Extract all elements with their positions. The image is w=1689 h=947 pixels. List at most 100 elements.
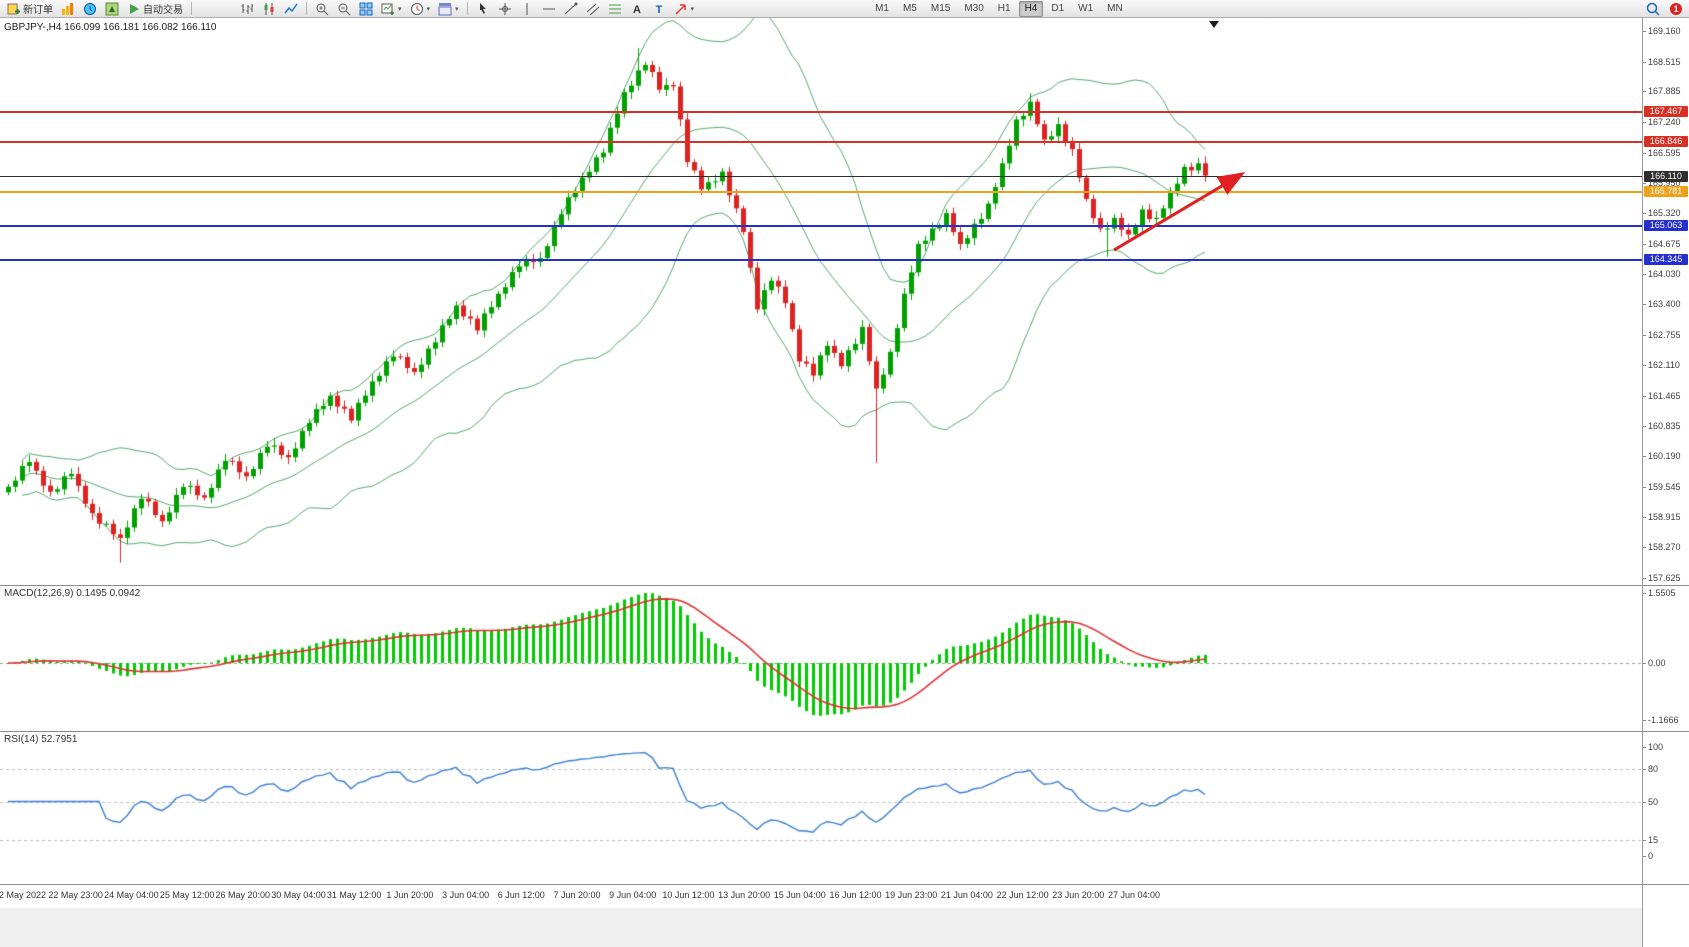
time-axis-label: 31 May 12:00 bbox=[326, 890, 382, 900]
auto-trading-button[interactable]: 自动交易 bbox=[123, 0, 187, 18]
text-tool-button[interactable]: A bbox=[626, 0, 648, 18]
time-axis-label: 13 Jun 20:00 bbox=[718, 890, 771, 900]
timeframe-m30-button[interactable]: M30 bbox=[964, 2, 984, 14]
resistance-line-lower[interactable] bbox=[0, 141, 1642, 143]
time-axis-label: 15 Jun 04:00 bbox=[773, 890, 826, 900]
panel-separator-rsi[interactable] bbox=[0, 731, 1689, 732]
price-axis-label: 168.515 bbox=[1643, 57, 1681, 67]
zoom-out-button[interactable] bbox=[333, 0, 355, 18]
svg-text:T: T bbox=[655, 4, 662, 16]
text-icon: A bbox=[633, 4, 641, 16]
template-icon bbox=[438, 2, 452, 15]
arrows-icon bbox=[675, 3, 686, 15]
arrows-tool-button[interactable]: ▾ bbox=[670, 0, 699, 18]
macd-scale-label: 0.00 bbox=[1643, 658, 1666, 668]
search-button[interactable] bbox=[1642, 0, 1664, 18]
crosshair-icon bbox=[498, 2, 511, 15]
price-axis-label: 162.110 bbox=[1643, 360, 1680, 370]
cursor-tool-button[interactable] bbox=[472, 0, 494, 18]
rsi-scale-label: 50 bbox=[1642, 797, 1659, 807]
time-axis-label: 22 May 23:00 bbox=[48, 890, 103, 900]
panel-separator-macd[interactable] bbox=[0, 585, 1689, 586]
toolbar-separator bbox=[191, 2, 192, 15]
price-axis-label: 167.885 bbox=[1643, 86, 1681, 96]
support-line-lower[interactable] bbox=[0, 259, 1642, 261]
price-tag-165.063: 165.063 bbox=[1644, 220, 1688, 231]
periods-button[interactable]: ▾ bbox=[406, 0, 435, 18]
price-axis-label: 169.160 bbox=[1643, 26, 1681, 36]
time-axis-label: 26 May 20:00 bbox=[215, 890, 271, 900]
crosshair-tool-button[interactable] bbox=[494, 0, 516, 18]
period-icon bbox=[410, 2, 423, 15]
toolbar-group-right: 1 bbox=[1642, 0, 1686, 18]
time-axis-label: 9 Jun 04:00 bbox=[609, 890, 657, 900]
rsi-scale-label: 0 bbox=[1642, 851, 1654, 861]
pivot-line-orange[interactable] bbox=[0, 191, 1642, 193]
time-axis-label: 6 Jun 12:00 bbox=[497, 890, 545, 900]
fibonacci-tool-button[interactable] bbox=[604, 0, 626, 18]
timeframe-w1-button[interactable]: W1 bbox=[1078, 2, 1094, 14]
macd-scale-label: 1.5505 bbox=[1643, 588, 1676, 598]
line-chart-button[interactable] bbox=[280, 0, 302, 18]
price-axis[interactable]: 167.467 166.846 166.110 165.781 165.063 164.3… bbox=[1642, 18, 1689, 947]
navigator-icon bbox=[105, 2, 119, 15]
svg-text:A: A bbox=[633, 4, 641, 16]
vertical-line-tool-button[interactable] bbox=[516, 0, 538, 18]
vertical-line-icon bbox=[526, 2, 528, 15]
timeframe-h1-button[interactable]: H1 bbox=[997, 2, 1011, 14]
candlestick-chart-button[interactable] bbox=[258, 0, 280, 18]
timeframe-mn-button[interactable]: MN bbox=[1107, 2, 1123, 14]
tile-windows-button[interactable] bbox=[355, 0, 377, 18]
new-chart-button[interactable]: ▾ bbox=[377, 0, 406, 18]
time-axis-label: 19 Jun 23:00 bbox=[885, 890, 938, 900]
time-axis-separator bbox=[0, 884, 1689, 885]
price-axis-label: 158.915 bbox=[1643, 512, 1681, 522]
support-line-upper[interactable] bbox=[0, 225, 1642, 227]
toolbar-group-draw: A T ▾ bbox=[472, 0, 699, 18]
bid-price-line[interactable] bbox=[0, 176, 1642, 177]
price-axis-label: 163.400 bbox=[1643, 299, 1681, 309]
label-tool-button[interactable]: T bbox=[648, 0, 670, 18]
cursor-icon bbox=[479, 2, 486, 14]
search-icon bbox=[1646, 2, 1660, 16]
resistance-line-upper[interactable] bbox=[0, 111, 1642, 113]
horizontal-line-tool-button[interactable] bbox=[538, 0, 560, 18]
timeframe-h4-button[interactable]: H4 bbox=[1018, 0, 1044, 17]
new-order-button[interactable]: 新订单 bbox=[3, 0, 57, 18]
navigator-button[interactable] bbox=[101, 0, 123, 18]
button-label: 自动交易 bbox=[143, 5, 183, 16]
notification-badge[interactable]: 1 bbox=[1670, 2, 1682, 15]
channel-tool-button[interactable] bbox=[582, 0, 604, 18]
bottom-filler bbox=[0, 908, 1689, 947]
toolbar-separator bbox=[466, 2, 468, 15]
macd-scale-label: -1.1666 bbox=[1643, 715, 1679, 725]
price-axis-label: 160.190 bbox=[1643, 451, 1681, 461]
price-axis-label: 165.950 bbox=[1643, 178, 1681, 188]
zoom-out-icon bbox=[338, 3, 351, 15]
bar-chart-icon bbox=[241, 3, 253, 14]
market-watch-icon bbox=[84, 2, 96, 15]
price-axis-label: 162.755 bbox=[1643, 330, 1681, 340]
timeframe-m5-button[interactable]: M5 bbox=[902, 2, 917, 14]
chevron-down-icon: ▾ bbox=[426, 5, 431, 13]
trendline-tool-button[interactable] bbox=[560, 0, 582, 18]
zoom-in-button[interactable] bbox=[311, 0, 333, 18]
time-axis-label: 25 May 12:00 bbox=[159, 890, 215, 900]
price-chart-canvas[interactable] bbox=[0, 18, 1642, 884]
macd-indicator-label: MACD(12,26,9) 0.1495 0.0942 bbox=[4, 588, 141, 599]
time-axis-label: 22 Jun 12:00 bbox=[996, 890, 1049, 900]
line-chart-icon bbox=[284, 3, 298, 13]
bar-chart-button[interactable] bbox=[236, 0, 258, 18]
market-watch-button[interactable] bbox=[79, 0, 101, 18]
toolbar-group-timeframes: M1 M5 M15 M30 H1 H4 D1 W1 MN bbox=[868, 0, 1130, 18]
timeframe-m1-button[interactable]: M1 bbox=[875, 2, 889, 14]
timeframe-m15-button[interactable]: M15 bbox=[930, 2, 951, 14]
price-tag-164.345: 164.345 bbox=[1644, 254, 1688, 265]
timeframe-d1-button[interactable]: D1 bbox=[1051, 2, 1065, 14]
last-bar-marker bbox=[1209, 21, 1219, 28]
label-icon: T bbox=[655, 4, 662, 16]
templates-button[interactable]: ▾ bbox=[434, 0, 463, 18]
charts-profile-button[interactable] bbox=[57, 0, 79, 18]
